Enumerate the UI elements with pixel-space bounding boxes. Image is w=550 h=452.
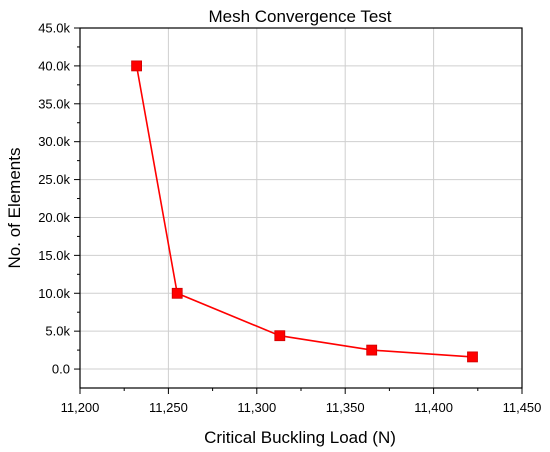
x-tick-label: 11,300	[237, 400, 276, 415]
y-tick-label: 30.0k	[38, 134, 70, 149]
x-tick-label: 11,350	[326, 400, 365, 415]
y-tick-label: 15.0k	[38, 248, 70, 263]
y-tick-label: 45.0k	[38, 21, 70, 36]
y-tick-label: 0.0	[52, 362, 70, 377]
y-tick-label: 5.0k	[45, 324, 70, 339]
series-line	[135, 65, 473, 358]
data-point-marker	[366, 344, 378, 356]
y-tick-label: 20.0k	[38, 210, 70, 225]
x-tick-label: 11,400	[414, 400, 453, 415]
tick-layer: 11,200 11,250 11,300 11,350 11,400 11,450 0.0 5…	[38, 21, 541, 416]
data-point-marker	[274, 330, 286, 342]
y-tick-label: 35.0k	[38, 96, 70, 111]
grid-layer	[80, 27, 522, 388]
x-tick-label: 11,200	[61, 400, 100, 415]
plot-frame	[79, 27, 523, 389]
y-axis-label: No. of Elements	[5, 148, 24, 269]
y-tick-label: 25.0k	[38, 172, 70, 187]
x-tick-label: 11,450	[503, 400, 542, 415]
x-tick-label: 11,250	[149, 400, 188, 415]
y-tick-label: 40.0k	[38, 58, 70, 73]
data-point-marker	[131, 60, 143, 72]
chart-title: Mesh Convergence Test	[208, 7, 391, 26]
series-layer	[131, 60, 478, 363]
x-axis-label: Critical Buckling Load (N)	[204, 428, 396, 447]
y-tick-label: 10.0k	[38, 286, 70, 301]
data-point-marker	[171, 287, 183, 299]
data-point-marker	[467, 351, 478, 363]
